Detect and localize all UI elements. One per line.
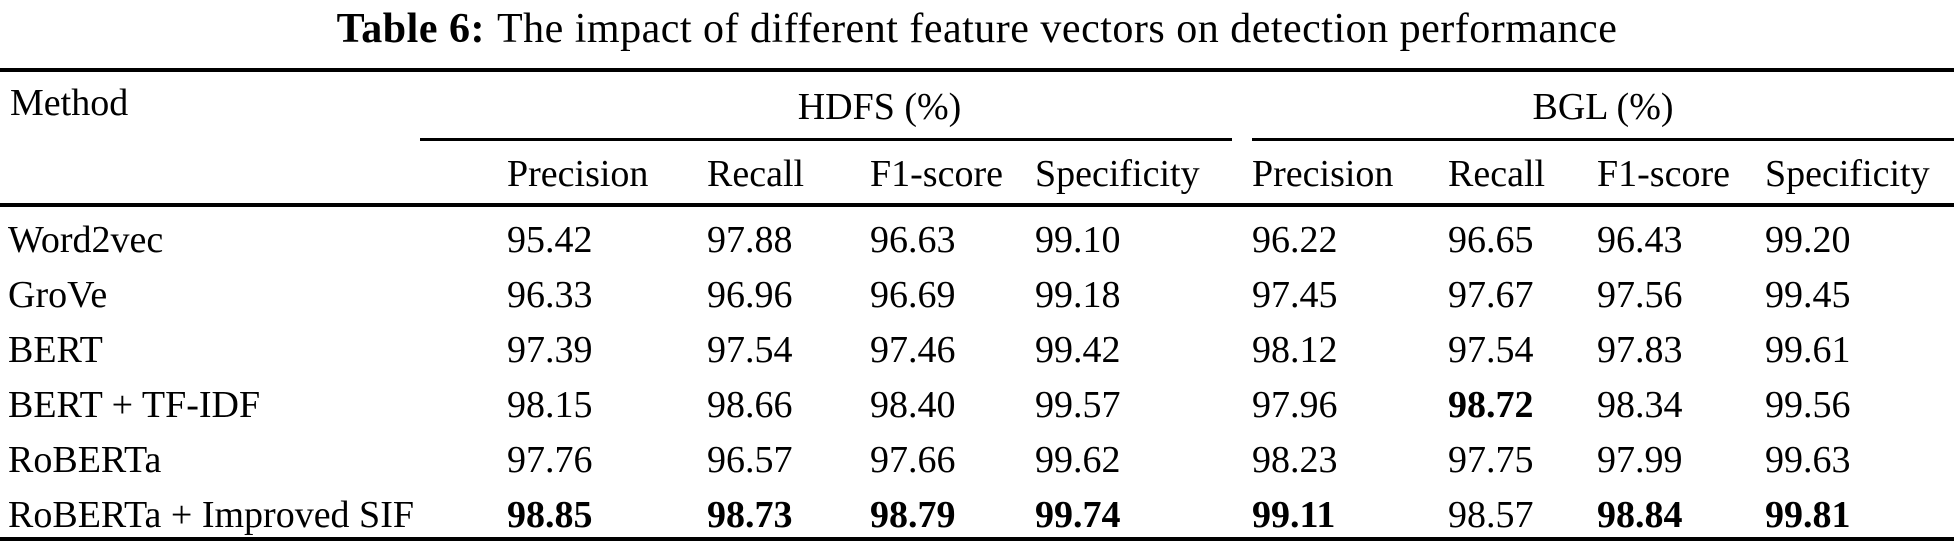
group-header-bgl: BGL (%) bbox=[1532, 86, 1674, 128]
table-cell: 96.43 bbox=[1597, 219, 1683, 261]
table-cell: 97.67 bbox=[1448, 274, 1534, 316]
table-header-rule bbox=[0, 203, 1954, 207]
column-header-hdfs-f1: F1-score bbox=[870, 153, 1003, 195]
table-caption-label: Table 6: bbox=[336, 6, 485, 52]
table-cell: 97.83 bbox=[1597, 329, 1683, 371]
table-cell-best: 98.79 bbox=[870, 494, 956, 536]
table-cell-best: 98.72 bbox=[1448, 384, 1534, 426]
table-cell: 96.96 bbox=[707, 274, 793, 316]
table-cell: 96.69 bbox=[870, 274, 956, 316]
table-cell: 99.45 bbox=[1765, 274, 1851, 316]
table-cell: 98.23 bbox=[1252, 439, 1338, 481]
table-caption: Table 6: The impact of different feature … bbox=[0, 0, 1954, 68]
table-cell: 97.99 bbox=[1597, 439, 1683, 481]
table-cell: 99.62 bbox=[1035, 439, 1121, 481]
results-table: Method HDFS (%) BGL (%) Precision Recall… bbox=[0, 72, 1954, 541]
method-cell: RoBERTa bbox=[8, 439, 162, 481]
method-cell: GroVe bbox=[8, 274, 108, 316]
table-cell: 97.66 bbox=[870, 439, 956, 481]
column-header-bgl-f1: F1-score bbox=[1597, 153, 1730, 195]
table-cell: 99.63 bbox=[1765, 439, 1851, 481]
table-cell-best: 99.74 bbox=[1035, 494, 1121, 536]
table-cell: 97.46 bbox=[870, 329, 956, 371]
table-cell-best: 98.73 bbox=[707, 494, 793, 536]
table-caption-text: The impact of different feature vectors … bbox=[496, 6, 1618, 52]
hdfs-group-rule bbox=[420, 138, 1232, 141]
column-header-bgl-precision: Precision bbox=[1252, 153, 1394, 195]
table-cell: 99.61 bbox=[1765, 329, 1851, 371]
table-cell: 96.22 bbox=[1252, 219, 1338, 261]
table-cell: 96.63 bbox=[870, 219, 956, 261]
table-cell: 97.56 bbox=[1597, 274, 1683, 316]
column-header-bgl-recall: Recall bbox=[1448, 153, 1546, 195]
column-header-hdfs-recall: Recall bbox=[707, 153, 805, 195]
bgl-group-rule bbox=[1252, 138, 1954, 141]
spacer bbox=[0, 141, 507, 203]
table-cell: 97.88 bbox=[707, 219, 793, 261]
table-cell: 96.65 bbox=[1448, 219, 1534, 261]
table-cell-best: 98.85 bbox=[507, 494, 593, 536]
table-cell: 98.57 bbox=[1448, 494, 1534, 536]
table-cell: 98.15 bbox=[507, 384, 593, 426]
table-cell: 95.42 bbox=[507, 219, 593, 261]
table-cell: 96.57 bbox=[707, 439, 793, 481]
table-bottom-rule bbox=[0, 537, 1954, 541]
column-header-hdfs-precision: Precision bbox=[507, 153, 649, 195]
table-cell: 97.75 bbox=[1448, 439, 1534, 481]
table-cell: 97.96 bbox=[1252, 384, 1338, 426]
column-header-bgl-specificity: Specificity bbox=[1765, 153, 1930, 195]
table-cell: 98.40 bbox=[870, 384, 956, 426]
table-cell-best: 98.84 bbox=[1597, 494, 1683, 536]
table-top-rule bbox=[0, 68, 1954, 72]
table-cell: 98.66 bbox=[707, 384, 793, 426]
method-cell: BERT + TF-IDF bbox=[8, 384, 261, 426]
method-cell: Word2vec bbox=[8, 219, 164, 261]
method-cell: BERT bbox=[8, 329, 103, 371]
column-header-method: Method bbox=[10, 82, 129, 124]
table-cell: 99.10 bbox=[1035, 219, 1121, 261]
table-cell-best: 99.11 bbox=[1252, 494, 1336, 536]
table-cell-best: 99.81 bbox=[1765, 494, 1851, 536]
table-cell: 97.54 bbox=[707, 329, 793, 371]
table-cell: 99.18 bbox=[1035, 274, 1121, 316]
table-cell: 97.54 bbox=[1448, 329, 1534, 371]
table-cell: 99.42 bbox=[1035, 329, 1121, 371]
table-cell: 98.12 bbox=[1252, 329, 1338, 371]
table-cell: 99.56 bbox=[1765, 384, 1851, 426]
method-cell: RoBERTa + Improved SIF bbox=[8, 494, 414, 536]
table-cell: 97.45 bbox=[1252, 274, 1338, 316]
table-cell: 99.20 bbox=[1765, 219, 1851, 261]
group-header-hdfs: HDFS (%) bbox=[797, 86, 962, 128]
table-cell: 96.33 bbox=[507, 274, 593, 316]
table-cell: 99.57 bbox=[1035, 384, 1121, 426]
column-header-hdfs-specificity: Specificity bbox=[1035, 153, 1200, 195]
table-cell: 98.34 bbox=[1597, 384, 1683, 426]
table-cell: 97.39 bbox=[507, 329, 593, 371]
table-cell: 97.76 bbox=[507, 439, 593, 481]
